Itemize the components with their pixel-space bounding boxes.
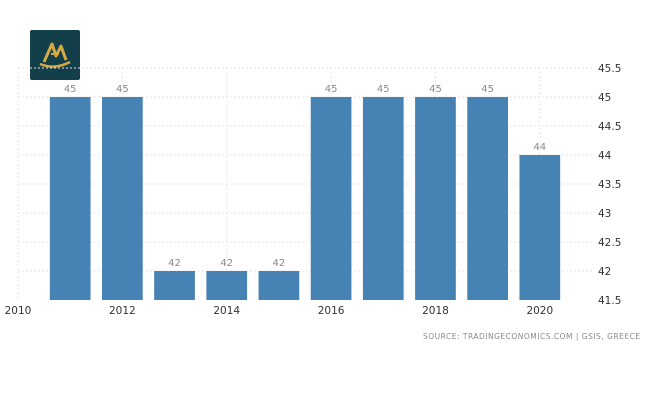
y-tick-label: 42.5 [598, 237, 621, 249]
y-tick-label: 45.5 [598, 63, 621, 75]
bar [415, 97, 456, 300]
data-label: 45 [116, 84, 129, 95]
x-tick-label: 2016 [318, 305, 345, 317]
y-tick-label: 43 [598, 208, 611, 220]
bars [49, 97, 561, 300]
bar [362, 97, 404, 300]
y-tick-label: 41.5 [598, 295, 621, 307]
bar [102, 97, 143, 300]
bar [154, 271, 195, 300]
data-label: 45 [64, 84, 77, 95]
bar [310, 97, 352, 300]
bar [258, 271, 300, 300]
bar [49, 97, 91, 300]
x-tick-label: 2020 [526, 305, 553, 317]
x-tick-label: 2010 [5, 305, 32, 317]
y-axis-ticks: 41.5 42 42.5 43 43.5 44 44.5 45 45.5 [598, 63, 621, 307]
data-label: 42 [168, 258, 181, 269]
logo [30, 30, 80, 80]
bar [467, 97, 508, 300]
bar [519, 155, 561, 300]
golden-boat-logo-icon [39, 42, 71, 68]
source-note: SOURCE: TRADINGECONOMICS.COM | GSIS, GRE… [423, 332, 641, 341]
data-label: 45 [429, 84, 442, 95]
x-tick-label: 2012 [109, 305, 136, 317]
y-tick-label: 44 [598, 150, 612, 162]
data-label: 42 [220, 258, 233, 269]
x-tick-label: 2018 [422, 305, 449, 317]
data-labels: 45 45 42 42 42 45 45 45 45 44 [64, 84, 546, 269]
y-tick-label: 44.5 [598, 121, 621, 133]
y-tick-label: 43.5 [598, 179, 621, 191]
data-label: 44 [533, 142, 546, 153]
x-axis-ticks: 2010 2012 2014 2016 2018 2020 [5, 305, 554, 317]
data-label: 42 [273, 258, 286, 269]
y-tick-label: 42 [598, 266, 611, 278]
y-tick-label: 45 [598, 92, 611, 104]
data-label: 45 [377, 84, 390, 95]
data-label: 45 [481, 84, 494, 95]
x-tick-label: 2014 [213, 305, 240, 317]
data-label: 45 [325, 84, 338, 95]
bar [206, 271, 248, 300]
